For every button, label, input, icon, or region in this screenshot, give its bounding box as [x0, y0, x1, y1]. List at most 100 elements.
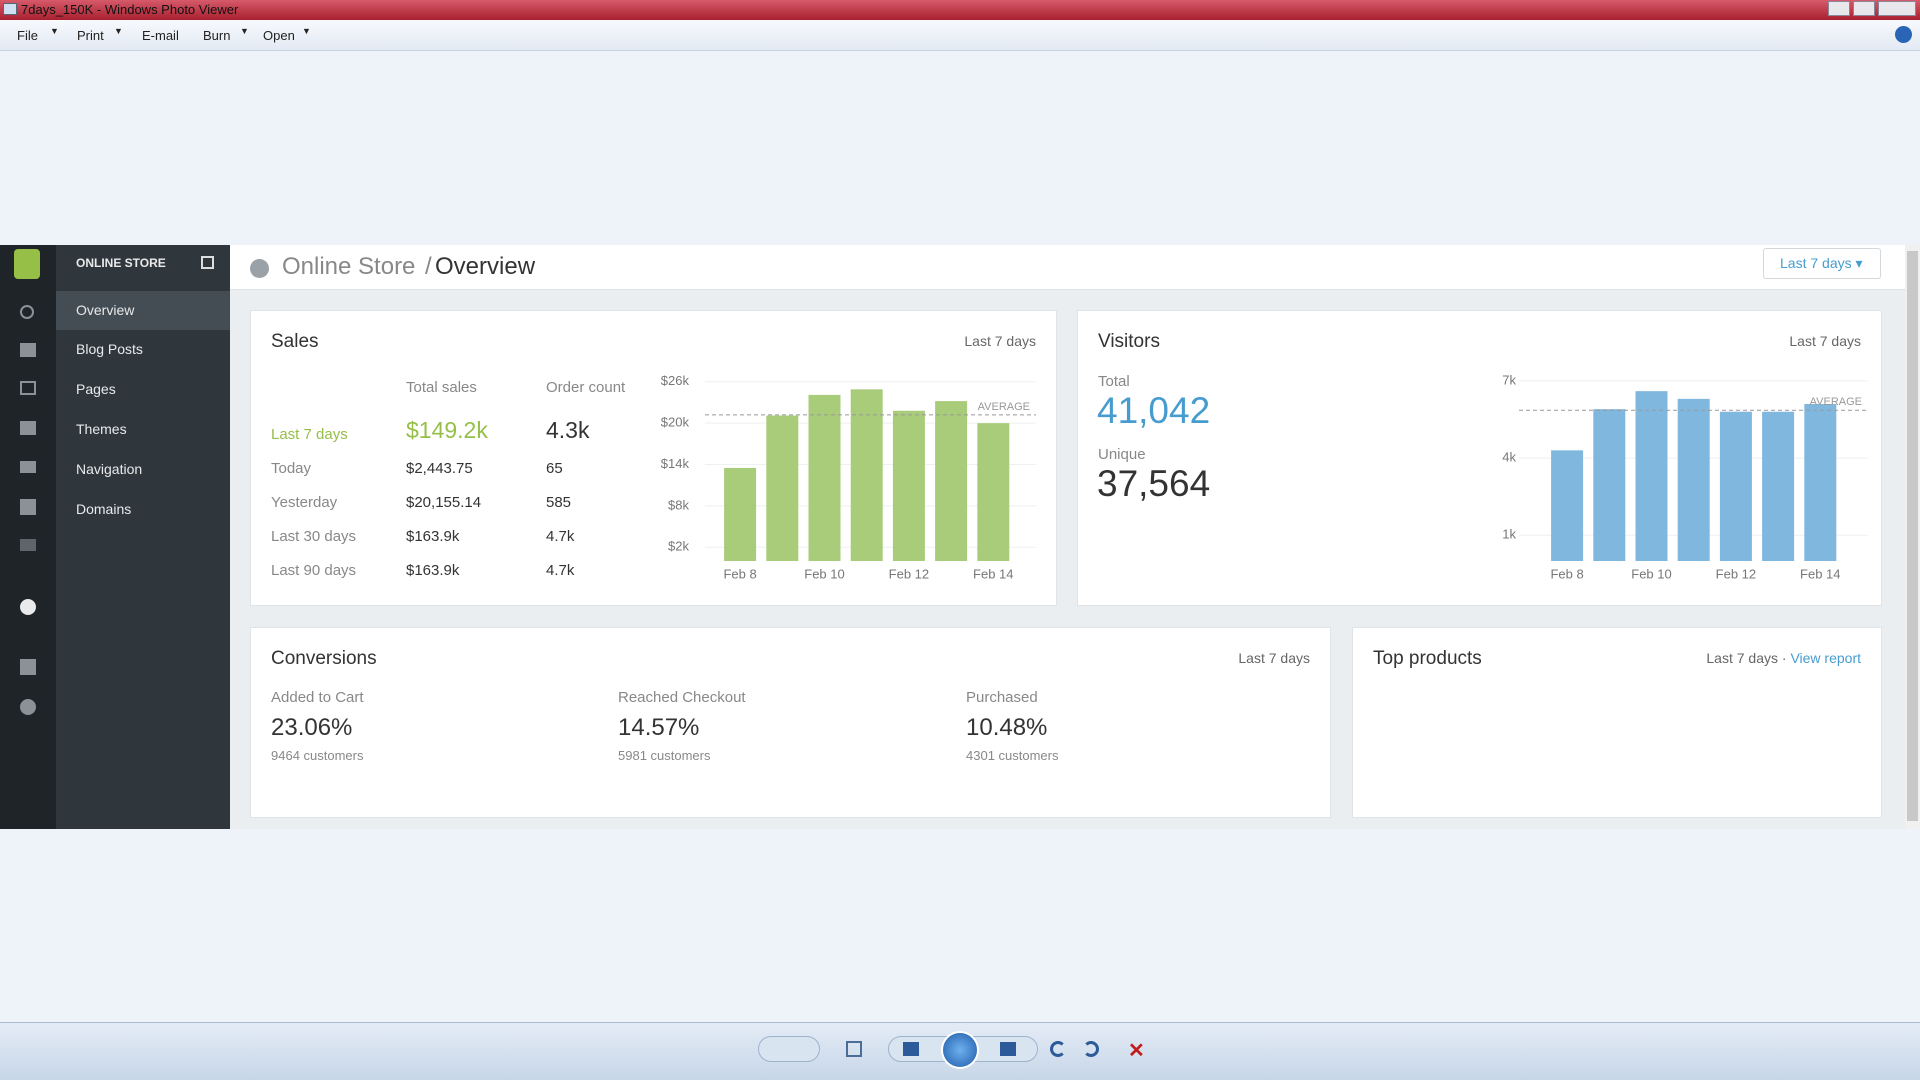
breadcrumb[interactable]: Online Store: [282, 253, 416, 280]
range-button[interactable]: Last 7 days ▾: [1763, 248, 1881, 279]
bar: [1635, 391, 1668, 561]
view-report-link[interactable]: View report: [1790, 650, 1861, 666]
cell: $20,155.14: [406, 494, 482, 511]
nav-item[interactable]: Blog Posts: [76, 341, 143, 357]
visitors-chart: 1k 4k 7k Feb 8 Feb 10 Feb 12 Feb 14 AVERAGE: [1502, 372, 1868, 581]
nav-item[interactable]: Themes: [76, 421, 127, 437]
menu-item[interactable]: Open: [263, 28, 295, 43]
scrollbar: [1905, 245, 1920, 829]
icon[interactable]: [20, 539, 36, 551]
bar: [1551, 450, 1584, 561]
conversions-card: Conversions Last 7 days Added to Cart 23…: [250, 627, 1331, 818]
menu-arrow: ▼: [302, 26, 311, 36]
average-label: AVERAGE: [978, 401, 1030, 413]
separator: ·: [1781, 650, 1787, 666]
icon[interactable]: [20, 659, 36, 675]
menu-arrow: ▼: [50, 26, 59, 36]
x-tick-label: Feb 14: [1800, 566, 1840, 581]
help-icon[interactable]: [1895, 26, 1912, 43]
nav-item[interactable]: Pages: [76, 381, 116, 397]
cell: $163.9k: [406, 528, 460, 545]
external-icon[interactable]: [201, 256, 214, 269]
conversion-rate: 23.06%: [271, 714, 353, 741]
card-title: Sales: [271, 331, 319, 352]
menu-arrow: ▼: [240, 26, 249, 36]
menu-item[interactable]: E-mail: [142, 28, 179, 43]
col-header: Total sales: [406, 379, 477, 396]
row-label: Last 7 days: [271, 426, 348, 443]
card-range: Last 7 days: [1706, 650, 1778, 666]
icon[interactable]: [20, 305, 34, 319]
header: Online Store / Overview Last 7 days ▾: [230, 245, 1905, 290]
y-tick-label: $2k: [668, 539, 689, 554]
maximize[interactable]: [1853, 1, 1875, 16]
next-button[interactable]: [1000, 1042, 1016, 1056]
sales-card: Sales Last 7 days Total sales Order coun…: [250, 310, 1057, 606]
icon[interactable]: [20, 699, 36, 715]
row-label: Today: [271, 460, 312, 477]
bar: [1804, 404, 1837, 561]
icon[interactable]: [20, 381, 36, 395]
delete-button[interactable]: ✕: [1128, 1040, 1145, 1062]
icon-rail: [0, 245, 56, 829]
card-range: Last 7 days: [964, 333, 1036, 349]
cell: $2,443.75: [406, 460, 473, 477]
icon[interactable]: [20, 421, 36, 435]
icon[interactable]: [20, 499, 36, 515]
x-tick-label: Feb 10: [804, 566, 844, 581]
conversion-rate: 14.57%: [618, 714, 700, 741]
top-products-card: Top products Last 7 days · View report: [1352, 627, 1882, 818]
total-label: Total: [1098, 373, 1130, 390]
fit-button[interactable]: [846, 1041, 862, 1057]
nav-item[interactable]: Overview: [56, 291, 230, 330]
y-tick-label: $26k: [661, 373, 690, 388]
x-tick-label: Feb 8: [1550, 566, 1583, 581]
bar: [892, 410, 925, 561]
viewer-toolbar: ✕: [0, 1022, 1920, 1080]
menu-item[interactable]: File: [17, 28, 38, 43]
rotate-right[interactable]: [1083, 1041, 1099, 1057]
scroll-thumb[interactable]: [1907, 251, 1918, 821]
visitors-card: Visitors Last 7 days Total 41,042 Unique…: [1077, 310, 1882, 606]
x-tick-label: Feb 10: [1631, 566, 1671, 581]
menu-item[interactable]: Burn: [203, 28, 231, 43]
cell: $163.9k: [406, 562, 460, 579]
previous-button[interactable]: [903, 1042, 919, 1056]
zoom-button[interactable]: [758, 1036, 820, 1062]
icon[interactable]: [20, 343, 36, 357]
x-tick-label: Feb 14: [973, 566, 1013, 581]
bar: [977, 423, 1010, 561]
cell: 4.3k: [546, 417, 590, 443]
icon[interactable]: [20, 461, 36, 473]
menu-bar: File ▼ Print ▼ E-mail Burn ▼ Open ▼: [0, 20, 1920, 51]
range-text[interactable]: Last 7 days: [1780, 255, 1852, 271]
minimize[interactable]: [1828, 1, 1850, 16]
x-tick-label: Feb 12: [1716, 566, 1756, 581]
card-range: Last 7 days: [1789, 333, 1861, 349]
window-title: 7days_150K - Windows Photo Viewer: [21, 2, 239, 17]
breadcrumb-sep: /: [425, 253, 432, 280]
nav-item[interactable]: Domains: [76, 501, 132, 517]
card-title: Conversions: [271, 648, 377, 669]
nav-item[interactable]: Navigation: [76, 461, 143, 477]
cell: 585: [546, 494, 572, 511]
row-label: Yesterday: [271, 494, 338, 511]
row-label: Last 30 days: [271, 528, 357, 545]
bar: [935, 401, 968, 561]
unique-label: Unique: [1098, 446, 1146, 463]
cell: 4.7k: [546, 562, 575, 579]
y-tick-label: $14k: [661, 456, 690, 471]
rotate-left[interactable]: [1050, 1041, 1066, 1057]
slideshow-button[interactable]: [941, 1031, 979, 1069]
card-title: Visitors: [1098, 331, 1160, 352]
average-label: AVERAGE: [1810, 396, 1862, 408]
close[interactable]: [1878, 1, 1916, 16]
page-title: Overview: [435, 253, 536, 280]
globe-icon: [250, 259, 269, 278]
conversion-label: Reached Checkout: [618, 689, 746, 706]
card-actions: Last 7 days · View report: [1706, 650, 1861, 666]
icon[interactable]: [20, 599, 36, 615]
menu-item[interactable]: Print: [77, 28, 104, 43]
col-header: Order count: [546, 379, 626, 396]
row-label: Last 90 days: [271, 562, 357, 579]
